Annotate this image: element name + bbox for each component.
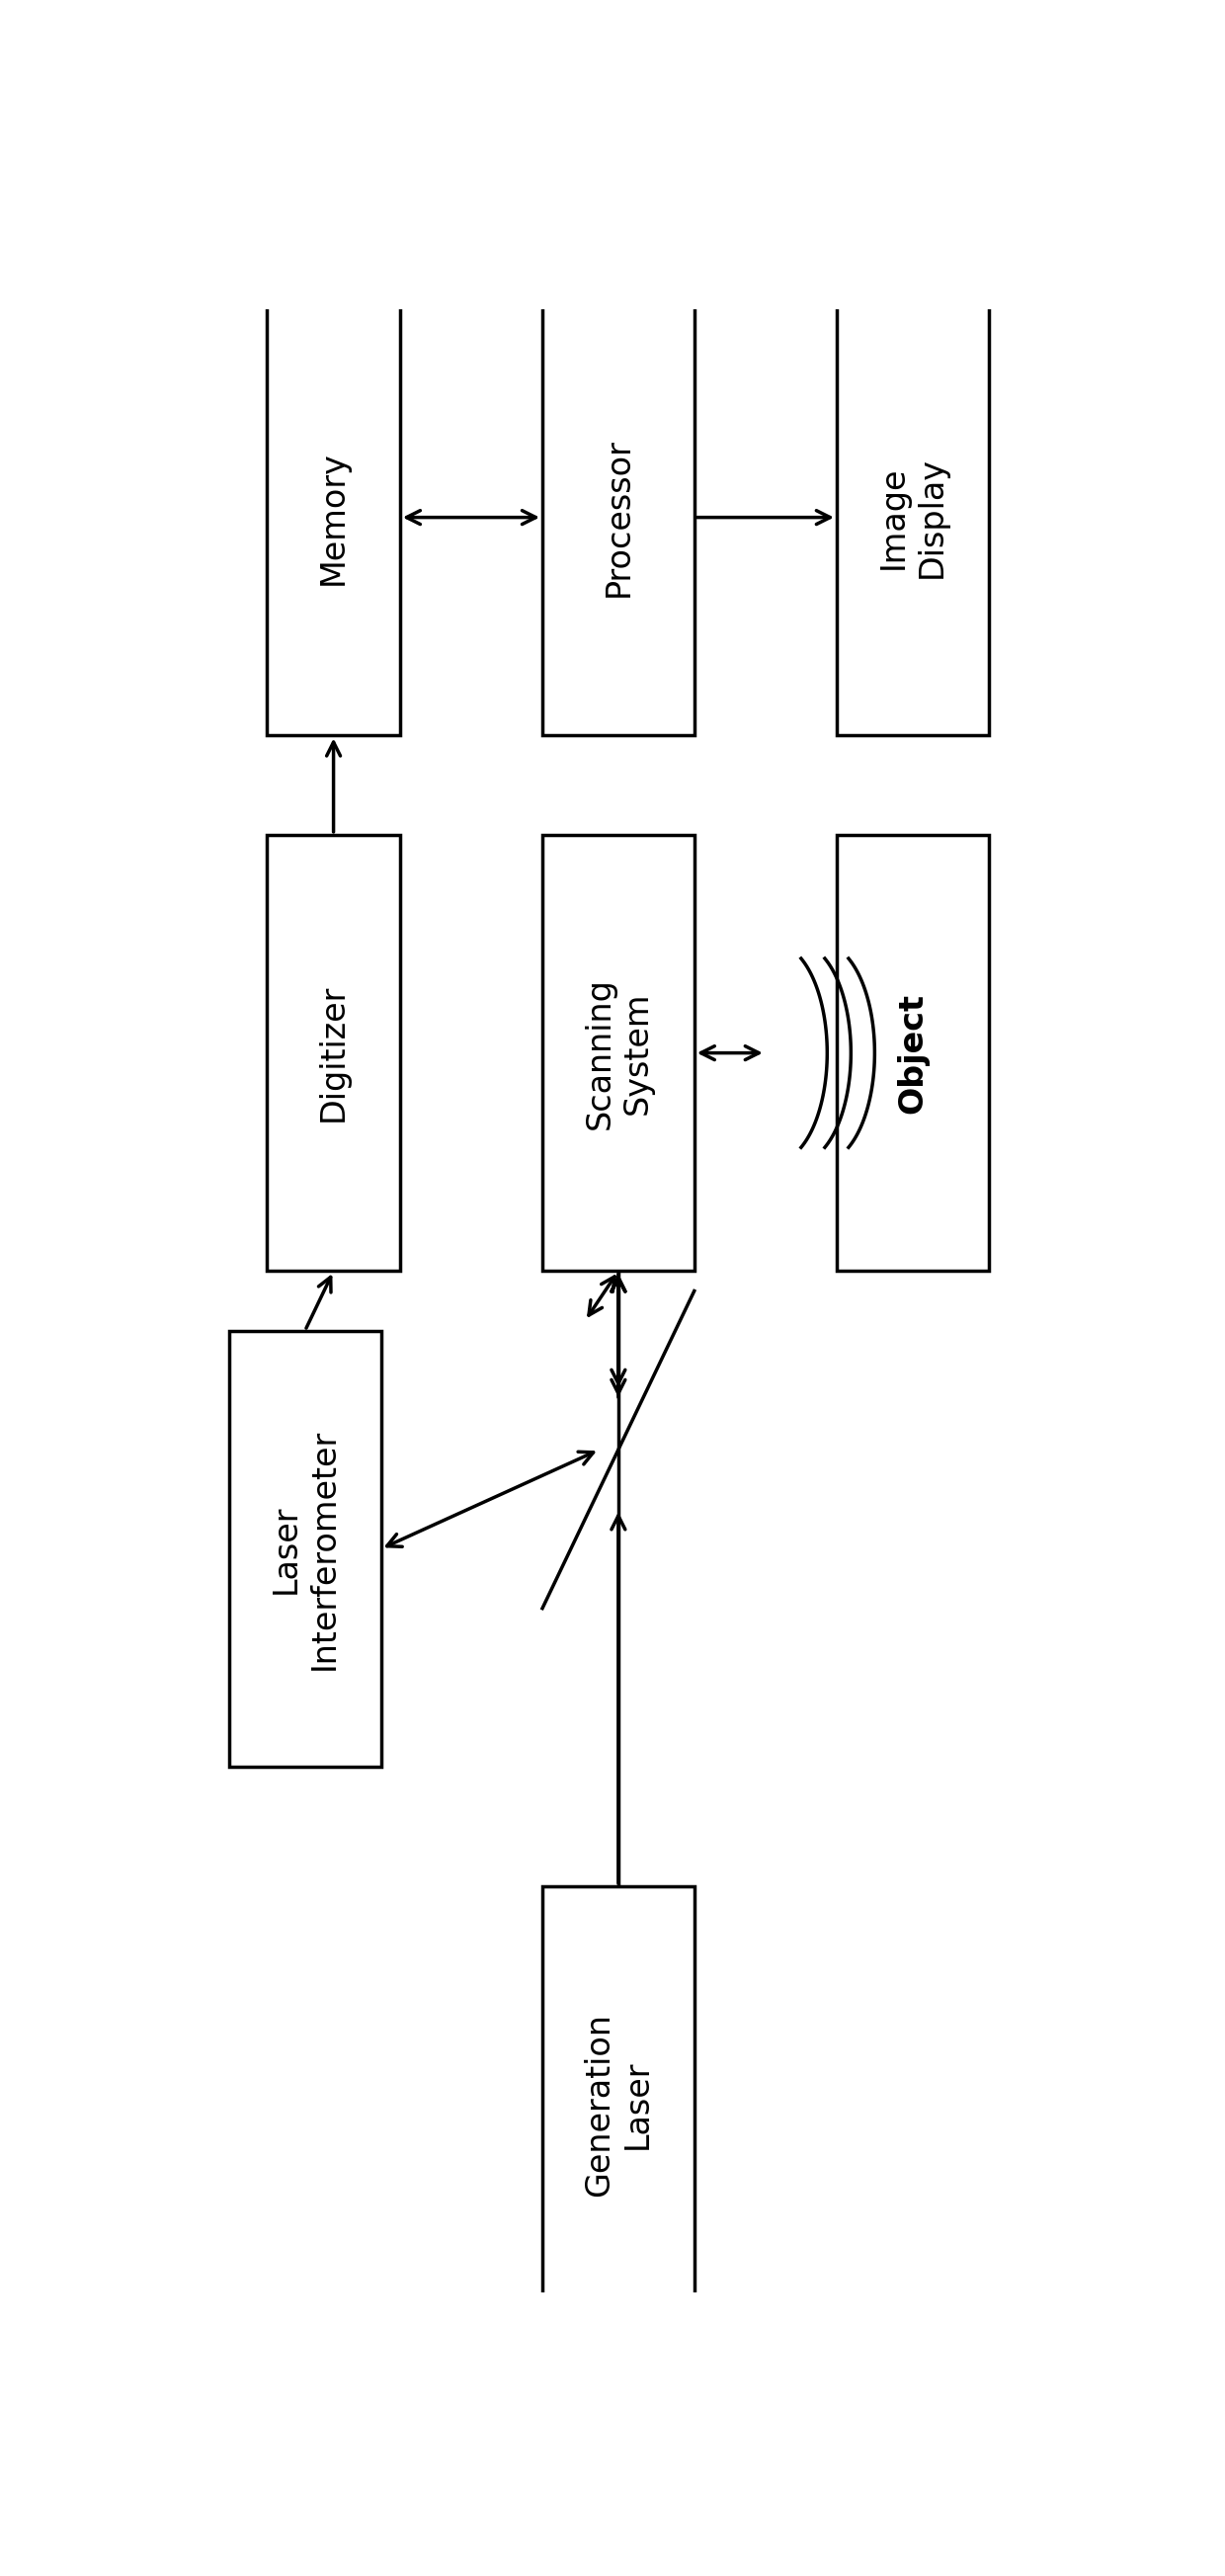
Text: Image
Display: Image Display [877,456,948,577]
Bar [837,299,989,737]
Bar [267,835,399,1270]
Text: Digitizer: Digitizer [317,984,350,1121]
Text: Memory: Memory [317,451,350,585]
Text: Scanning
System: Scanning System [583,976,653,1128]
Bar [229,1332,381,1767]
Text: Generation
Laser: Generation Laser [583,2012,653,2197]
Bar [543,1886,695,2324]
Bar [543,299,695,737]
Text: Processor: Processor [601,438,635,598]
Bar [543,835,695,1270]
Bar [267,299,399,737]
Text: Laser
Interferometer: Laser Interferometer [270,1427,341,1669]
Bar [837,835,989,1270]
Text: Object: Object [897,992,929,1113]
